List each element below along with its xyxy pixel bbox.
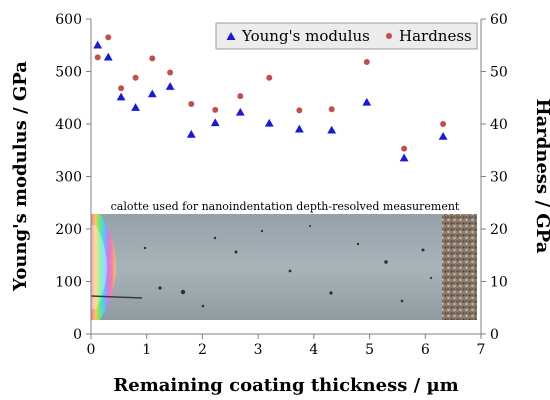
right-axis-title: Hardness / GPa — [532, 99, 550, 254]
micrograph-background — [91, 214, 477, 320]
y-left-tick-label: 200 — [55, 222, 82, 238]
youngs-modulus-point — [165, 82, 175, 90]
youngs-modulus-point — [327, 125, 337, 134]
hardness-point — [212, 106, 219, 113]
y-right-tick-label: 30 — [490, 170, 508, 186]
legend-circle-icon — [386, 33, 392, 39]
y-right-tick-label: 50 — [490, 65, 508, 81]
x-tick-label: 4 — [309, 342, 318, 358]
x-tick-label: 6 — [421, 342, 430, 358]
micrograph-specks — [143, 225, 433, 308]
micrograph-scratch — [90, 295, 143, 299]
youngs-modulus-point — [294, 124, 304, 133]
youngs-modulus-point — [399, 153, 409, 162]
hardness-point — [401, 145, 408, 152]
youngs-modulus-point — [264, 118, 274, 127]
youngs-modulus-point — [438, 132, 448, 140]
series-youngs-modulus — [93, 40, 448, 162]
legend: Young's modulus Hardness — [215, 22, 478, 50]
legend-label-youngs-modulus: Young's modulus — [241, 27, 370, 45]
hardness-point — [105, 34, 112, 41]
y-left-tick-label: 600 — [55, 12, 82, 28]
hardness-point — [132, 74, 139, 81]
legend-label-hardness: Hardness — [399, 27, 472, 45]
calotte-micrograph — [90, 214, 477, 320]
hardness-point — [328, 106, 335, 113]
youngs-modulus-point — [131, 103, 140, 111]
hardness-point — [363, 59, 370, 66]
y-right-tick-label: 60 — [490, 12, 508, 28]
hardness-point — [440, 121, 447, 127]
hardness-point — [266, 74, 273, 81]
hardness-point — [149, 55, 156, 62]
series-hardness — [94, 34, 447, 152]
micrograph-rainbow-inner — [91, 225, 107, 309]
y-right-tick-label: 40 — [490, 117, 508, 133]
y-right-tick-label: 10 — [490, 275, 508, 291]
youngs-modulus-point — [186, 129, 196, 138]
youngs-modulus-point — [362, 97, 372, 106]
hardness-point — [118, 85, 125, 92]
y-left-tick-label: 0 — [73, 327, 82, 343]
legend-box — [215, 22, 478, 50]
calotte-annotation: calotte used for nanoindentation depth-r… — [111, 200, 460, 213]
hardness-point — [167, 69, 174, 76]
y-right-tick-label: 20 — [490, 222, 508, 238]
hardness-point — [296, 107, 303, 114]
youngs-modulus-point — [147, 89, 157, 98]
youngs-modulus-point — [235, 107, 245, 116]
legend-triangle-icon — [226, 32, 236, 40]
youngs-modulus-point — [103, 52, 113, 61]
micrograph-rainbow-edge — [91, 214, 116, 320]
y-left-tick-label: 100 — [55, 275, 82, 291]
hardness-point — [237, 93, 244, 100]
x-tick-label: 7 — [477, 342, 486, 358]
y-right-tick-label: 0 — [490, 327, 499, 343]
y-left-tick-label: 500 — [55, 65, 82, 81]
x-tick-label: 2 — [198, 342, 207, 358]
left-axis-title: Young's modulus / GPa — [10, 61, 31, 292]
hardness-point — [94, 54, 101, 61]
youngs-modulus-point — [210, 118, 220, 127]
x-tick-label: 0 — [87, 342, 96, 358]
y-left-tick-label: 400 — [55, 117, 82, 133]
ticks — [86, 18, 486, 339]
x-tick-label: 5 — [365, 342, 374, 358]
x-tick-label: 3 — [254, 342, 263, 358]
youngs-modulus-point — [116, 92, 126, 101]
youngs-modulus-point — [93, 40, 103, 49]
x-axis-title: Remaining coating thickness / µm — [113, 375, 458, 396]
hardness-point — [188, 101, 195, 108]
micrograph-rough-substrate — [442, 214, 477, 320]
y-left-tick-label: 300 — [55, 170, 82, 186]
x-tick-label: 1 — [142, 342, 151, 358]
